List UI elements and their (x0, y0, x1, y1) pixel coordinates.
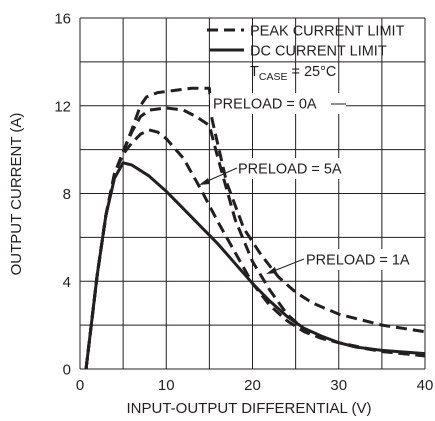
series-line-preload-0a (84, 86, 426, 370)
curves (84, 86, 426, 370)
condition-rest: = 25°C (287, 64, 336, 80)
arrowhead-preload-1a (266, 267, 277, 274)
arrowhead-preload-5a (199, 178, 210, 185)
annotation-preload-1a: PRELOAD = 1A (306, 253, 410, 269)
y-tick-label: 0 (63, 362, 71, 379)
annotation-preload-0a: PRELOAD = 0A (213, 97, 317, 113)
x-tick-label: 40 (417, 377, 434, 394)
series-line-dc-current-limit (84, 161, 426, 370)
legend-label-dc: DC CURRENT LIMIT (250, 44, 387, 60)
tick-labels: 0 10 20 30 40 0 4 8 12 16 (54, 11, 433, 395)
leader-preload-1a (270, 258, 305, 273)
series-line-preload-5a (84, 128, 426, 370)
y-tick-label: 12 (54, 98, 71, 115)
series-line-preload-1a (84, 106, 426, 370)
temperature-condition: TCASE = 25°C (250, 64, 336, 83)
x-tick-label: 10 (158, 377, 175, 394)
grid (79, 17, 426, 370)
y-axis-label: OUTPUT CURRENT (A) (8, 113, 25, 276)
y-tick-label: 8 (63, 186, 71, 203)
x-tick-label: 30 (330, 377, 347, 394)
x-axis-label: INPUT-OUTPUT DIFFERENTIAL (V) (126, 400, 371, 417)
y-tick-label: 16 (54, 11, 71, 28)
condition-t: T (250, 64, 259, 80)
y-tick-label: 4 (63, 274, 71, 291)
legend: PEAK CURRENT LIMIT DC CURRENT LIMIT (207, 24, 405, 60)
x-tick-label: 20 (244, 377, 261, 394)
x-tick-label: 0 (76, 377, 84, 394)
annotation-preload-5a: PRELOAD = 5A (238, 162, 342, 178)
legend-label-peak: PEAK CURRENT LIMIT (250, 24, 405, 40)
condition-sub: CASE (259, 71, 288, 83)
annotations: PRELOAD = 0A PRELOAD = 5A PRELOAD = 1A (199, 93, 418, 274)
